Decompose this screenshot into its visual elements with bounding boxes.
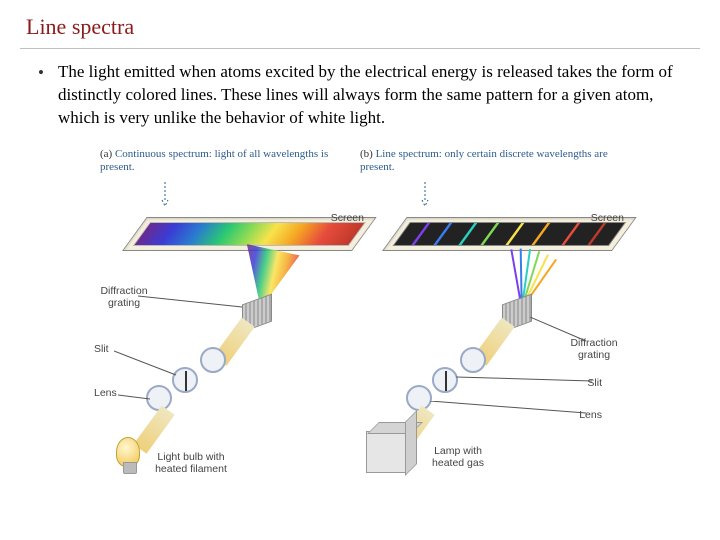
lens-label-a: Lens xyxy=(94,387,117,399)
slit-label-a: Slit xyxy=(94,343,109,355)
panel-b: (b) Line spectrum: only certain discrete… xyxy=(360,148,620,471)
panel-a-letter: (a) xyxy=(100,148,112,160)
panel-a-caption: (a) Continuous spectrum: light of all wa… xyxy=(100,148,360,180)
lead-lens-a xyxy=(118,393,154,401)
lead-slit-b xyxy=(456,375,596,385)
scene-a: Diffraction grating Slit Lens Light bulb… xyxy=(100,251,360,471)
bulb-icon xyxy=(116,437,140,467)
lead-slit-a xyxy=(114,349,180,377)
figure: (a) Continuous spectrum: light of all wa… xyxy=(75,148,645,471)
panel-a: (a) Continuous spectrum: light of all wa… xyxy=(100,148,360,471)
scene-b: Diffraction grating Slit Lens Lamp with … xyxy=(360,251,620,471)
slit-line-b xyxy=(440,369,452,393)
bullet-marker: • xyxy=(38,61,44,130)
lead-grating-a xyxy=(138,293,248,313)
lead-lens-b xyxy=(430,401,590,415)
screen-label-a: Screen xyxy=(331,212,364,224)
source-label-b: Lamp with heated gas xyxy=(418,445,498,469)
line-spectrum xyxy=(393,222,626,246)
arrow-down-icon xyxy=(420,182,430,210)
source-label-a: Light bulb with heated filament xyxy=(146,451,236,475)
panel-b-caption-text: Line spectrum: only certain discrete wav… xyxy=(360,148,608,173)
beam-a-1 xyxy=(134,405,175,453)
continuous-spectrum xyxy=(133,222,366,246)
panel-b-caption: (b) Line spectrum: only certain discrete… xyxy=(360,148,620,180)
arrow-down-icon xyxy=(160,182,170,210)
body-text: The light emitted when atoms excited by … xyxy=(58,61,690,130)
slide-title: Line spectra xyxy=(20,10,700,49)
lens-b-out xyxy=(460,347,486,373)
screen-label-b: Screen xyxy=(591,212,624,224)
lens-a-out xyxy=(200,347,226,373)
body-paragraph: • The light emitted when atoms excited b… xyxy=(20,61,700,130)
slit-line-a xyxy=(180,369,192,393)
lead-grating-b xyxy=(530,317,590,345)
lamp-icon xyxy=(366,431,408,473)
panel-a-caption-text: Continuous spectrum: light of all wavele… xyxy=(100,148,328,173)
panel-b-letter: (b) xyxy=(360,148,373,160)
